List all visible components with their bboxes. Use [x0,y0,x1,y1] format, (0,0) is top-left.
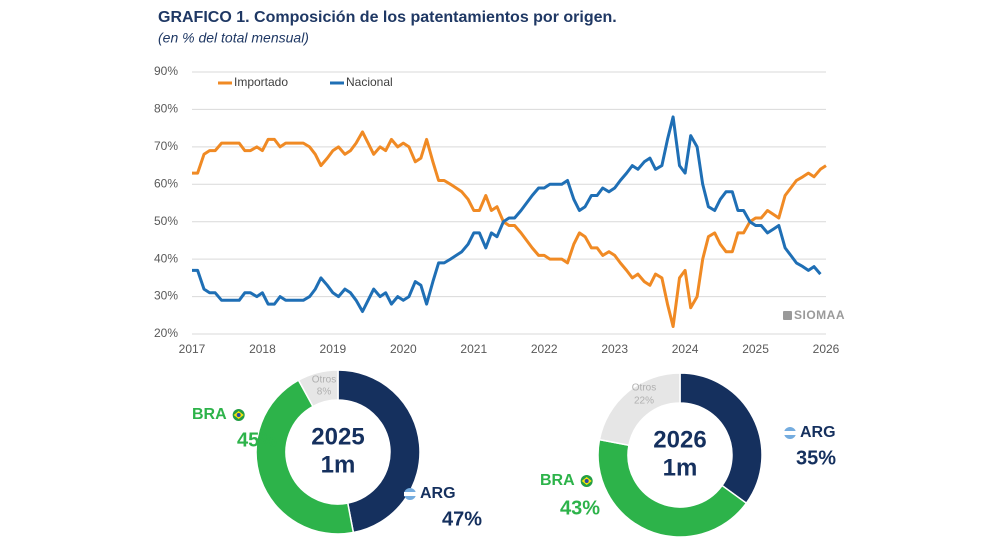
chart-subtitle: (en % del total mensual) [158,30,309,46]
x-tick-label: 2020 [390,342,417,356]
x-tick-label: 2024 [672,342,699,356]
y-tick-label: 30% [154,289,178,303]
donut-segment [337,369,421,534]
donut-segment [597,438,748,538]
data-line [192,115,822,313]
flag-icon [404,492,416,496]
y-tick-label: 20% [154,326,178,340]
flag-icon [784,431,796,435]
category-label: BRA [540,472,575,489]
y-tick-label: 70% [154,139,178,153]
y-tick-label: 80% [154,102,178,116]
donut-segment [255,379,355,535]
x-tick-label: 2018 [249,342,276,356]
center-label: 2025 [311,423,364,450]
value-label: 43% [560,497,600,519]
y-tick-label: 60% [154,176,178,190]
watermark-icon [783,311,792,320]
value-label: 45% [237,429,277,451]
x-tick-label: 2025 [742,342,769,356]
value-label: 47% [442,508,482,530]
x-tick-label: 2026 [813,342,840,356]
value-label: 8% [317,387,332,398]
category-label: ARG [420,485,456,502]
donut-segment [598,372,681,447]
watermark: SIOMAA [794,308,845,322]
category-label: Otros [312,375,336,386]
y-tick-label: 40% [154,251,178,265]
x-tick-label: 2023 [601,342,628,356]
value-label: 22% [634,396,654,407]
category-label: Otros [632,383,656,394]
x-tick-label: 2019 [320,342,347,356]
y-tick-label: 50% [154,214,178,228]
x-tick-label: 2017 [179,342,206,356]
x-tick-label: 2022 [531,342,558,356]
x-tick-label: 2021 [460,342,487,356]
flag-icon [584,479,589,483]
chart-title: GRAFICO 1. Composición de los patentamie… [158,9,617,26]
legend-label: Importado [234,75,288,89]
flag-icon [236,413,241,417]
center-label: 2026 [653,426,706,453]
data-line [192,130,827,328]
donut-segment [297,369,339,408]
category-label: ARG [800,424,836,441]
value-label: 35% [796,447,836,469]
y-tick-label: 90% [154,64,178,78]
legend-label: Nacional [346,75,393,89]
center-label: 1m [663,454,698,481]
center-label: 1m [321,451,356,478]
category-label: BRA [192,406,227,423]
